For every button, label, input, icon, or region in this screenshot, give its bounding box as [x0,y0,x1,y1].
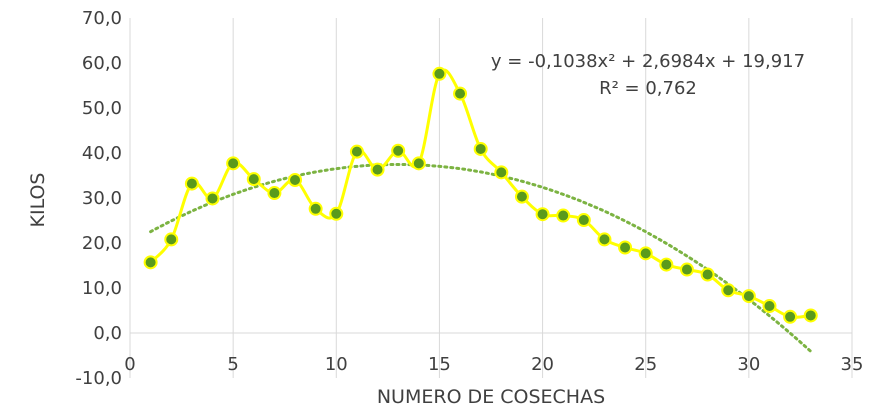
x-tick-label: 5 [227,354,238,375]
data-point [638,246,653,261]
data-point [473,141,488,156]
y-tick-label: 50,0 [82,98,122,119]
data-point [267,186,282,201]
data-point [700,267,715,282]
x-tick-label: 0 [124,354,135,375]
trendline-equation: y = -0,1038x² + 2,6984x + 19,917 [491,51,805,72]
data-point [391,143,406,158]
data-point [205,191,220,206]
data-point [803,308,818,323]
y-tick-label: 60,0 [82,53,122,74]
data-point [783,309,798,324]
data-point [184,176,199,191]
y-tick-label: 10,0 [82,278,122,299]
y-tick-label: 0,0 [93,323,122,344]
data-point [762,299,777,313]
data-point [741,289,756,304]
data-point [597,232,612,247]
data-point [432,66,447,81]
tick-labels: -10,0 0,0 10,0 20,0 30,0 40,0 50,0 60,0 70,0 0 5 10… [75,8,863,389]
y-axis-title: KILOS [27,173,49,228]
data-point [288,173,303,187]
data-point [370,162,385,177]
data-point [143,255,158,270]
trendline [149,163,813,353]
data-point [329,206,344,221]
x-tick-label: 35 [841,354,864,375]
axes [129,18,852,378]
data-series [143,66,818,324]
y-tick-label: -10,0 [75,368,122,389]
trendline-r2: R² = 0,762 [599,78,697,99]
x-tick-label: 30 [737,354,760,375]
data-point [618,240,633,255]
x-tick-label: 15 [428,354,451,375]
data-point [453,86,468,101]
x-tick-label: 25 [634,354,657,375]
x-tick-label: 20 [531,354,554,375]
x-axis-title: NUMERO DE COSECHAS [377,386,605,408]
data-point [494,165,509,180]
data-point [308,201,323,216]
trendline-path [149,163,813,353]
y-tick-label: 70,0 [82,8,122,29]
y-tick-label: 40,0 [82,143,122,164]
y-tick-label: 20,0 [82,233,122,254]
data-point [659,257,674,272]
series-line [149,68,811,319]
x-tick-label: 10 [325,354,348,375]
data-point [556,208,571,223]
data-point [349,144,364,159]
data-point [514,189,529,204]
data-point [721,283,736,298]
y-tick-label: 30,0 [82,188,122,209]
data-point [535,207,550,222]
data-point [576,213,591,228]
data-point [679,262,694,277]
data-point [411,156,426,171]
gridlines [232,18,853,378]
data-point [164,232,179,247]
data-point [226,156,241,171]
data-point [246,172,261,187]
